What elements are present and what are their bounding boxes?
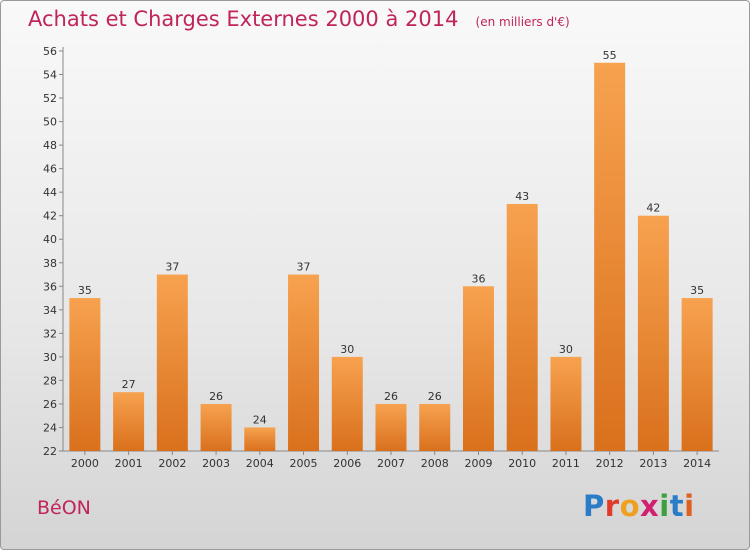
x-tick-label: 2011 [552, 457, 580, 470]
chart-unit: (en milliers d'€) [475, 15, 570, 29]
x-tick-label: 2008 [421, 457, 449, 470]
data-label: 35 [78, 284, 92, 297]
y-tick-label: 30 [43, 351, 57, 364]
x-tick-label: 2009 [464, 457, 492, 470]
x-tick-label: 2004 [246, 457, 274, 470]
proxiti-logo: Proxiti [583, 489, 695, 523]
bar [506, 203, 538, 451]
bar [375, 403, 407, 451]
x-tick-label: 2001 [115, 457, 143, 470]
x-tick-label: 2006 [333, 457, 361, 470]
bar [200, 403, 232, 451]
data-label: 36 [471, 272, 485, 285]
data-label: 26 [428, 390, 442, 403]
y-tick-label: 54 [43, 69, 57, 82]
chart-title: Achats et Charges Externes 2000 à 2014 [28, 7, 459, 31]
y-tick-label: 52 [43, 92, 57, 105]
logo-letter: P [583, 489, 605, 523]
logo-letter: i [659, 489, 670, 523]
title-block: Achats et Charges Externes 2000 à 2014 (… [28, 7, 570, 31]
bar [462, 286, 494, 451]
data-label: 35 [690, 284, 704, 297]
x-tick-label: 2010 [508, 457, 536, 470]
bar [681, 298, 713, 451]
x-tick-label: 2014 [683, 457, 711, 470]
data-label: 24 [253, 413, 267, 426]
bar [331, 356, 363, 451]
bar [244, 427, 276, 451]
x-tick-label: 2013 [639, 457, 667, 470]
data-label: 27 [122, 378, 136, 391]
x-tick-label: 2007 [377, 457, 405, 470]
data-label: 37 [297, 261, 311, 274]
logo-letter: t [669, 489, 685, 523]
y-tick-label: 48 [43, 139, 57, 152]
data-label: 37 [165, 261, 179, 274]
y-tick-label: 32 [43, 327, 57, 340]
x-tick-label: 2003 [202, 457, 230, 470]
logo-letter: r [604, 489, 620, 523]
data-label: 26 [384, 390, 398, 403]
logo-letter: o [619, 489, 641, 523]
y-tick-label: 50 [43, 116, 57, 129]
y-tick-label: 42 [43, 210, 57, 223]
data-label: 26 [209, 390, 223, 403]
bar [637, 215, 669, 451]
bar [550, 356, 582, 451]
y-tick-label: 36 [43, 280, 57, 293]
data-label: 42 [646, 202, 660, 215]
y-tick-label: 24 [43, 421, 57, 434]
y-tick-label: 44 [43, 186, 57, 199]
bar [288, 274, 320, 451]
y-tick-label: 34 [43, 304, 57, 317]
y-tick-label: 26 [43, 398, 57, 411]
bar [69, 298, 101, 451]
bar [419, 403, 451, 451]
logo-letter: x [640, 489, 660, 523]
bar [156, 274, 188, 451]
data-label: 30 [559, 343, 573, 356]
data-label: 30 [340, 343, 354, 356]
y-tick-label: 56 [43, 45, 57, 58]
x-tick-label: 2002 [158, 457, 186, 470]
x-tick-label: 2005 [290, 457, 318, 470]
y-tick-label: 46 [43, 163, 57, 176]
logo-letter: i [684, 489, 695, 523]
bar [594, 62, 626, 451]
place-name: BéON [37, 497, 91, 519]
bar [113, 392, 145, 451]
x-tick-label: 2012 [596, 457, 624, 470]
y-tick-label: 38 [43, 257, 57, 270]
x-tick-label: 2000 [71, 457, 99, 470]
y-tick-label: 28 [43, 374, 57, 387]
data-label: 43 [515, 190, 529, 203]
y-tick-label: 22 [43, 445, 57, 458]
y-tick-label: 40 [43, 233, 57, 246]
data-label: 55 [603, 49, 617, 62]
